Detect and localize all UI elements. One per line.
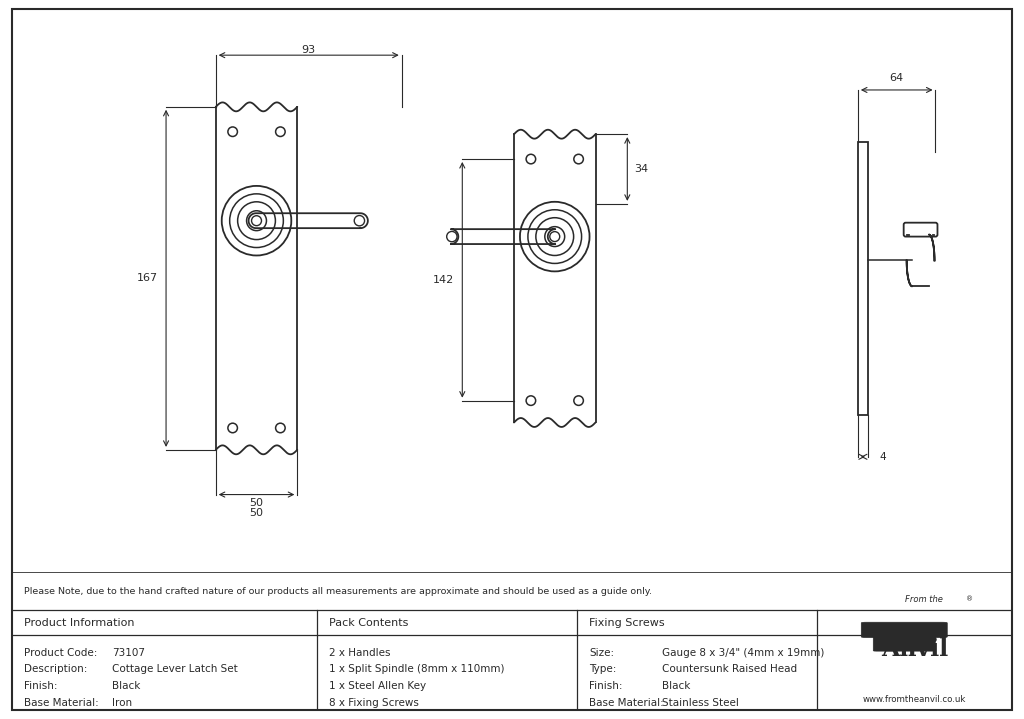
Text: 50: 50	[250, 508, 263, 518]
Text: Gauge 8 x 3/4" (4mm x 19mm): Gauge 8 x 3/4" (4mm x 19mm)	[662, 648, 824, 658]
Text: Fixing Screws: Fixing Screws	[589, 618, 665, 628]
Text: Cottage Lever Latch Set: Cottage Lever Latch Set	[113, 664, 238, 674]
Text: Description:: Description:	[25, 664, 88, 674]
Text: 167: 167	[137, 273, 158, 283]
Text: 93: 93	[302, 45, 315, 55]
Text: Black: Black	[662, 681, 690, 691]
Text: 73107: 73107	[113, 648, 145, 658]
Text: Pack Contents: Pack Contents	[329, 618, 409, 628]
FancyBboxPatch shape	[861, 622, 947, 638]
Text: Stainless Steel: Stainless Steel	[662, 697, 738, 707]
Text: www.fromtheanvil.co.uk: www.fromtheanvil.co.uk	[862, 695, 966, 704]
Text: Base Material:: Base Material:	[25, 697, 99, 707]
Text: From the: From the	[905, 595, 943, 604]
Text: Size:: Size:	[589, 648, 614, 658]
Text: Anvil: Anvil	[881, 637, 948, 661]
FancyBboxPatch shape	[873, 636, 935, 651]
Text: ®: ®	[966, 596, 973, 603]
Text: Finish:: Finish:	[25, 681, 57, 691]
Text: Type:: Type:	[589, 664, 616, 674]
Text: Product Code:: Product Code:	[25, 648, 97, 658]
Bar	[858, 142, 868, 415]
Text: 1 x Steel Allen Key: 1 x Steel Allen Key	[329, 681, 426, 691]
Text: Base Material:: Base Material:	[589, 697, 664, 707]
Text: 1 x Split Spindle (8mm x 110mm): 1 x Split Spindle (8mm x 110mm)	[329, 664, 505, 674]
Text: Iron: Iron	[113, 697, 132, 707]
Text: Finish:: Finish:	[589, 681, 623, 691]
Text: 50: 50	[250, 498, 263, 508]
Text: Please Note, due to the hand crafted nature of our products all measurements are: Please Note, due to the hand crafted nat…	[25, 587, 652, 595]
Text: 34: 34	[634, 164, 648, 174]
Text: Product Information: Product Information	[25, 618, 135, 628]
Text: 4: 4	[880, 452, 887, 462]
Text: 8 x Fixing Screws: 8 x Fixing Screws	[329, 697, 419, 707]
Text: 142: 142	[433, 275, 455, 285]
Text: Countersunk Raised Head: Countersunk Raised Head	[662, 664, 797, 674]
Text: Black: Black	[113, 681, 140, 691]
Text: 64: 64	[890, 73, 904, 83]
Text: 2 x Handles: 2 x Handles	[329, 648, 390, 658]
